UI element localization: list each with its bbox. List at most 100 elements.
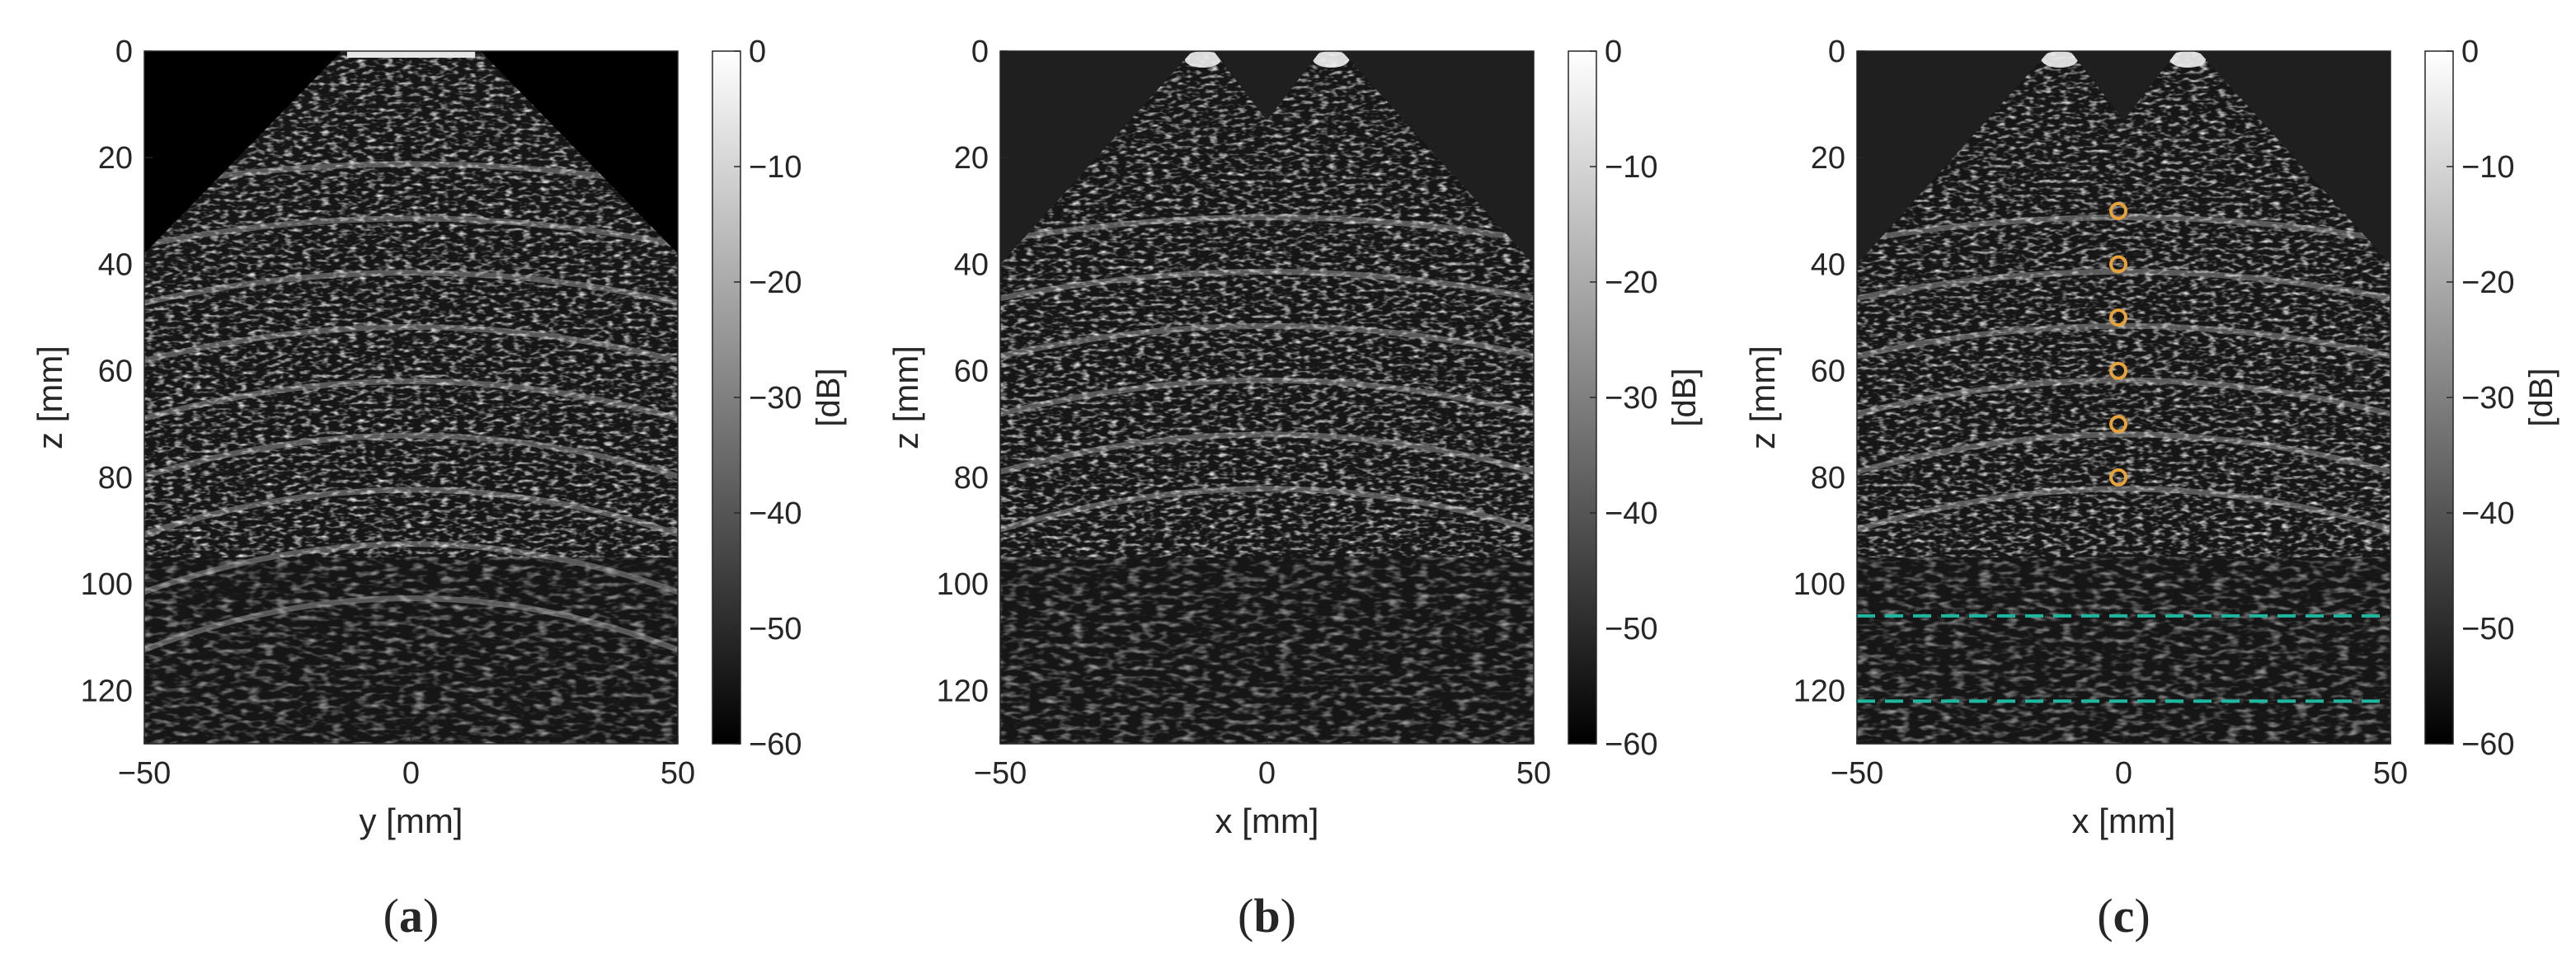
colorbar-tick-label: 0	[2461, 35, 2479, 69]
colorbar-tick-label: −10	[749, 150, 801, 185]
panel-a: 0 20 40 60 80 100 120 −50 0 50 y [mm] z [mm] 0 −10 −20…	[31, 35, 847, 943]
y-tick-label: 40	[954, 247, 989, 282]
colorbar-label: [dB]	[811, 368, 847, 426]
x-axis-label: x [mm]	[2072, 802, 2176, 840]
y-tick-label: 120	[937, 674, 989, 708]
x-tick-label: −50	[974, 756, 1027, 791]
transducer-glow	[1184, 51, 1221, 68]
colorbar-tick-label: −20	[2461, 266, 2514, 300]
tissue-layer	[144, 487, 678, 547]
y-axis-label: z [mm]	[1743, 346, 1782, 449]
y-tick-label: 100	[937, 567, 989, 602]
colorbar-tick-label: −40	[749, 496, 801, 531]
point-target-marker	[2109, 308, 2128, 327]
y-tick-label: 0	[1828, 35, 1845, 69]
colorbar-tick-label: −60	[749, 727, 801, 762]
y-tick-label: 100	[81, 567, 133, 602]
speckle-texture-deep	[1857, 557, 2390, 744]
y-tick-label: 100	[1793, 567, 1845, 602]
transducer-glow	[2169, 51, 2207, 68]
point-target-marker	[2109, 201, 2128, 220]
y-tick-label: 20	[98, 141, 133, 176]
tissue-layer	[1857, 486, 2390, 541]
y-tick-label: 20	[954, 141, 989, 176]
y-tick-label: 60	[1811, 355, 1845, 389]
colorbar-tick-label: −50	[2461, 612, 2514, 647]
tissue-layer	[1857, 431, 2390, 482]
tissue-layer	[144, 323, 678, 371]
tissue-layer	[144, 541, 678, 605]
y-tick-label: 60	[98, 355, 133, 389]
colorbar-tick-label: 0	[749, 35, 766, 69]
y-tick-label: 120	[81, 674, 133, 708]
y-axis-label: z [mm]	[31, 346, 69, 449]
colorbar-tick-label: −50	[749, 612, 801, 647]
colorbar-tick-label: −30	[2461, 381, 2514, 416]
point-target-marker	[2109, 468, 2128, 487]
tissue-layer	[144, 215, 678, 254]
tissue-layer	[144, 432, 678, 488]
tissue-layer	[1857, 269, 2390, 307]
x-tick-label: 50	[2373, 756, 2408, 791]
colorbar-tick-label: −60	[2461, 727, 2514, 762]
tissue-layer	[1000, 322, 1534, 365]
transducer-glow	[346, 51, 476, 58]
colorbar-tick-label: −10	[2461, 150, 2514, 185]
x-tick-label: 0	[402, 756, 420, 791]
panel-c: 0 20 40 60 80 100 120 −50 0 50 x [mm] z [mm] 0 −10 −20…	[1743, 35, 2560, 943]
tissue-layer	[144, 595, 678, 664]
tissue-layer	[1000, 486, 1534, 541]
colorbar-tick-label: 0	[1605, 35, 1622, 69]
point-target-marker	[2109, 415, 2128, 434]
x-axis-label: y [mm]	[360, 802, 463, 840]
colorbar-tick-label: −20	[1605, 266, 1657, 300]
tissue-layer	[1857, 322, 2390, 365]
colorbar-tick-label: −20	[749, 266, 801, 300]
transducer-glow	[1313, 51, 1350, 68]
y-tick-label: 80	[98, 461, 133, 496]
x-tick-label: −50	[118, 756, 171, 791]
tissue-layer	[144, 270, 678, 313]
colorbar-label: [dB]	[2523, 368, 2560, 426]
colorbar-tick-label: −50	[1605, 612, 1657, 647]
tissue-layer	[1000, 269, 1534, 307]
panel-b: 0 20 40 60 80 100 120 −50 0 50 x [mm] z [mm] 0 −10 −20…	[886, 35, 1703, 943]
tissue-layer	[1000, 431, 1534, 482]
y-axis-label: z [mm]	[886, 346, 925, 449]
point-target-marker	[2109, 361, 2128, 380]
colorbar-label: [dB]	[1666, 368, 1703, 426]
colorbar-tick-label: −30	[749, 381, 801, 416]
colorbar-tick-label: −10	[1605, 150, 1657, 185]
point-target-marker	[2109, 255, 2128, 274]
x-tick-label: −50	[1831, 756, 1883, 791]
colorbar-tick-label: −60	[1605, 727, 1657, 762]
colorbar-tick-label: −40	[1605, 496, 1657, 531]
y-tick-label: 0	[971, 35, 989, 69]
panels-root: 0 20 40 60 80 100 120 −50 0 50 y [mm] z [mm] 0 −10 −20…	[31, 35, 2560, 943]
y-tick-label: 0	[115, 35, 133, 69]
y-tick-label: 120	[1793, 674, 1845, 708]
y-tick-label: 80	[1811, 461, 1845, 496]
speckle-texture-deep	[1000, 557, 1534, 744]
colorbar-tick-label: −30	[1605, 381, 1657, 416]
y-tick-label: 20	[1811, 141, 1845, 176]
x-tick-label: 50	[1516, 756, 1551, 791]
tissue-layer	[1000, 377, 1534, 424]
y-tick-label: 60	[954, 355, 989, 389]
y-tick-label: 40	[1811, 247, 1845, 282]
y-tick-label: 40	[98, 247, 133, 282]
colorbar-tick-label: −40	[2461, 496, 2514, 531]
x-tick-label: 0	[2115, 756, 2132, 791]
tissue-layer	[1857, 377, 2390, 424]
speckle-texture-deep	[144, 557, 678, 744]
tissue-layer	[1000, 214, 1534, 248]
x-axis-label: x [mm]	[1215, 802, 1319, 840]
panel-caption: (a)	[383, 889, 440, 943]
x-tick-label: 50	[660, 756, 695, 791]
panel-caption: (b)	[1238, 889, 1296, 943]
transducer-glow	[2041, 51, 2078, 68]
x-tick-label: 0	[1258, 756, 1276, 791]
panel-caption: (c)	[2097, 889, 2150, 943]
tissue-layer	[144, 378, 678, 430]
